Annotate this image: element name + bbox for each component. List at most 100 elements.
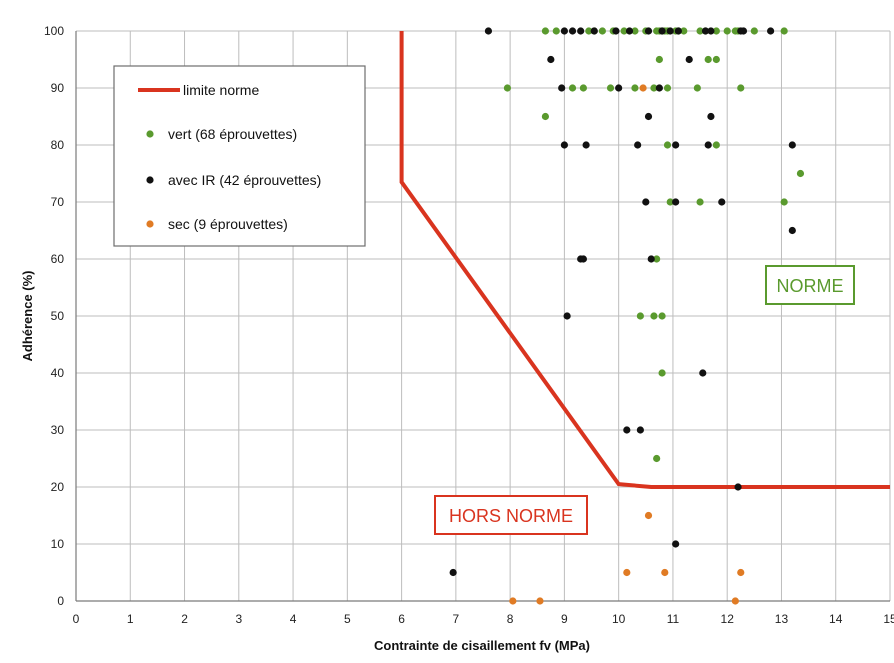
point-ir-26 [672, 141, 680, 149]
legend-label-ir: avec IR (42 éprouvettes) [168, 172, 321, 188]
y-axis-title: Adhérence (%) [20, 270, 35, 361]
point-vert-47 [658, 312, 666, 320]
point-vert-16 [680, 27, 688, 35]
axes [75, 31, 890, 602]
point-ir-29 [642, 198, 650, 206]
y-tick-label-5: 50 [51, 309, 65, 323]
point-vert-2 [585, 27, 593, 35]
x-tick-label-1: 1 [127, 612, 134, 626]
point-sec-0 [639, 84, 647, 92]
point-vert-0 [541, 27, 550, 35]
point-vert-24 [780, 27, 788, 35]
point-ir-15 [767, 27, 775, 35]
x-tick-labels: 0 1 2 3 4 5 6 7 8 9 10 11 12 13 14 15 [73, 612, 894, 626]
point-vert-6 [620, 27, 628, 35]
x-tick-label-0: 0 [73, 612, 80, 626]
y-tick-label-8: 80 [51, 138, 65, 152]
x-tick-label-2: 2 [181, 612, 188, 626]
point-ir-14 [739, 27, 748, 35]
limit-norme-line [399, 31, 890, 489]
data-points [449, 27, 805, 605]
legend-swatch-sec [146, 220, 154, 228]
y-tick-label-0: 0 [57, 594, 64, 608]
point-ir-31 [718, 198, 726, 206]
point-ir-22 [707, 112, 715, 121]
point-vert-36 [737, 84, 745, 92]
point-ir-18 [558, 84, 566, 92]
point-ir-30 [672, 198, 680, 206]
point-vert-32 [631, 84, 639, 92]
legend-label-sec: sec (9 éprouvettes) [168, 216, 288, 232]
x-tick-label-6: 6 [398, 612, 405, 626]
point-ir-40 [734, 483, 742, 491]
x-tick-label-7: 7 [453, 612, 460, 626]
legend-label-limit: limite norme [183, 82, 259, 98]
point-vert-31 [606, 84, 615, 92]
y-tick-label-9: 90 [51, 81, 65, 95]
point-ir-32 [788, 226, 796, 235]
point-ir-9 [666, 27, 674, 35]
point-vert-20 [723, 27, 731, 35]
point-ir-39 [636, 426, 644, 434]
point-ir-27 [704, 141, 712, 149]
limit-line [399, 31, 890, 489]
point-ir-4 [590, 27, 598, 35]
y-tick-label-4: 40 [51, 366, 65, 380]
x-tick-label-10: 10 [612, 612, 626, 626]
point-ir-0 [484, 27, 493, 35]
point-ir-25 [634, 141, 642, 149]
x-tick-label-13: 13 [775, 612, 789, 626]
point-vert-25 [655, 55, 663, 64]
point-vert-48 [658, 369, 666, 377]
point-vert-1 [552, 27, 560, 35]
point-vert-37 [541, 112, 550, 121]
annotation-hors-norme-box [434, 495, 588, 535]
point-ir-21 [644, 112, 653, 121]
point-vert-40 [796, 169, 805, 178]
point-ir-6 [625, 27, 634, 35]
point-sec-2 [623, 568, 631, 577]
point-vert-39 [712, 141, 720, 149]
point-ir-24 [582, 141, 590, 149]
point-vert-17 [696, 27, 704, 35]
point-ir-11 [701, 27, 710, 35]
point-vert-27 [712, 55, 720, 64]
point-sec-5 [509, 597, 517, 605]
point-vert-26 [704, 55, 712, 64]
point-ir-1 [560, 27, 569, 35]
point-sec-1 [644, 511, 653, 520]
point-sec-7 [731, 597, 739, 605]
point-vert-43 [780, 198, 788, 206]
point-ir-19 [615, 84, 623, 92]
point-vert-33 [650, 84, 658, 92]
point-ir-36 [563, 312, 571, 320]
legend-box [113, 65, 366, 247]
y-tick-label-1: 10 [51, 537, 65, 551]
point-vert-44 [653, 255, 661, 263]
point-ir-34 [579, 255, 587, 263]
x-tick-label-11: 11 [667, 612, 680, 626]
x-tick-label-12: 12 [721, 612, 735, 626]
legend-swatch-ir [146, 176, 154, 184]
point-ir-5 [612, 27, 620, 35]
x-tick-label-4: 4 [290, 612, 297, 626]
point-vert-7 [631, 27, 639, 35]
point-vert-4 [598, 27, 606, 35]
point-vert-28 [503, 84, 512, 92]
point-vert-35 [693, 84, 701, 92]
point-ir-12 [707, 27, 715, 35]
point-ir-16 [547, 55, 555, 64]
annotation-hors-norme-text: HORS NORME [449, 506, 573, 526]
point-ir-2 [568, 27, 577, 35]
point-ir-7 [644, 27, 653, 35]
point-vert-19 [712, 27, 720, 35]
point-vert-30 [579, 84, 587, 92]
point-vert-23 [750, 27, 758, 35]
x-axis-title: Contrainte de cisaillement fv (MPa) [374, 638, 590, 653]
point-ir-17 [685, 55, 693, 64]
x-tick-label-3: 3 [235, 612, 242, 626]
annotation-hors-norme: HORS NORME [434, 495, 588, 535]
point-ir-23 [560, 141, 569, 149]
legend-swatch-vert [146, 130, 154, 138]
